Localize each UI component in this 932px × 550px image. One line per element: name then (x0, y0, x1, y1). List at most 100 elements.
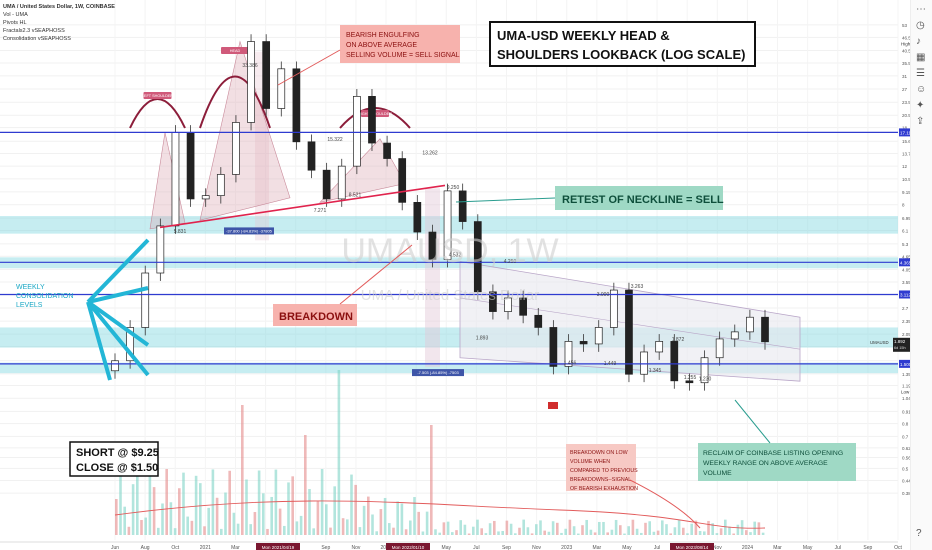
consolidation-arrow (86, 300, 150, 347)
x-tick-label: 2021 (200, 545, 211, 550)
price-label: 1.872 (672, 337, 685, 343)
neckline (159, 184, 446, 229)
y-tick-label: 15.6 (902, 139, 911, 144)
volume-bar (241, 405, 244, 535)
candle (322, 169, 331, 200)
candle (247, 41, 255, 123)
volume-bar (451, 532, 454, 535)
volume-bar (635, 528, 639, 535)
consolidation-zone (0, 362, 898, 374)
volume-bar (270, 496, 273, 535)
candle (609, 289, 618, 328)
volume-bar (535, 524, 538, 535)
hs-label-bg (221, 47, 249, 54)
volume-bar (341, 518, 345, 535)
volume-bar (207, 507, 210, 535)
title-box (489, 21, 756, 67)
share-icon[interactable]: ⇪ (916, 116, 925, 127)
candle (368, 96, 376, 144)
callout-pointer (629, 479, 701, 529)
bulb-icon[interactable]: ✦ (916, 100, 925, 111)
y-tick-label: 18 (902, 126, 908, 131)
volume-bar (686, 533, 689, 535)
indicator-volume[interactable]: Vol - UMA (3, 12, 28, 18)
y-tick-label: 2.05 (902, 332, 911, 337)
grid-icon[interactable]: ▦ (916, 52, 926, 63)
volume-bar (556, 522, 559, 535)
volume-bar (144, 517, 147, 535)
y-tick-label: 53 (902, 23, 908, 28)
volume-bar (438, 532, 441, 535)
level-tag: 3.112 (900, 292, 911, 297)
volume-bar (123, 506, 126, 535)
price-label: 1.456 (564, 361, 577, 367)
x-tick-label: Mar (231, 545, 240, 550)
volume-bar (400, 503, 404, 535)
list-icon[interactable]: ☰ (916, 68, 925, 79)
volume-bar (199, 483, 202, 535)
volume-bar (446, 521, 450, 535)
volume-bar (115, 499, 118, 535)
price-label: 1.230 (699, 377, 712, 383)
candle (337, 165, 346, 200)
volume-bar (371, 514, 374, 535)
candle (746, 316, 754, 333)
low-volume-text: BREAKDOWNS--SIGNAL (570, 477, 631, 483)
price-label: 5.831 (174, 229, 187, 235)
watermark-symbol: UMAUSD, 1W (341, 232, 558, 270)
volume-bar (577, 533, 580, 535)
candle (111, 360, 119, 372)
user-icon[interactable]: ☺ (916, 84, 927, 95)
y-tick-label: 5.3 (902, 242, 909, 247)
candle (458, 190, 467, 222)
volume-bar (421, 531, 425, 535)
indicator-pivots[interactable]: Pivots HL (3, 20, 27, 26)
x-tick-label: May (803, 545, 813, 550)
y-tick-label: 0.8 (902, 422, 909, 427)
bell-icon[interactable]: ♪ (916, 36, 921, 47)
volume-bar (761, 532, 765, 535)
volume-bar (291, 476, 294, 535)
indicator-fractals[interactable]: Fractals2.3 vSEAPHOSS (3, 28, 65, 34)
trade-box (69, 441, 159, 477)
x-tick-label: Jul (835, 545, 841, 550)
date-tag-bg (256, 543, 300, 550)
volume-bar (459, 520, 462, 535)
y-tick-label: 0.91 (902, 409, 911, 414)
volume-bar (409, 520, 412, 535)
candle (534, 314, 543, 328)
volume-bar (131, 484, 135, 535)
candle (171, 132, 180, 227)
volume-ma (114, 500, 766, 529)
candle (564, 341, 573, 367)
x-tick-label: Sep (321, 545, 330, 550)
volume-bar (690, 523, 693, 535)
volume-bar (245, 479, 248, 535)
y-tick-label: 0.7 (902, 434, 909, 439)
measure-bg (412, 369, 464, 377)
candle (126, 327, 134, 362)
consolidation-arrow (86, 238, 150, 304)
volume-bar (354, 484, 357, 535)
date-tag-bg (386, 543, 430, 550)
indicator-consolidation[interactable]: Consolidation vSEAPHOSS (3, 36, 71, 42)
callout-text: BEARISH ENGULFING (346, 32, 420, 39)
volume-bar (358, 527, 362, 535)
date-tag: Mon 2023/08/14 (676, 545, 709, 550)
candle (594, 327, 603, 345)
volume-bar (757, 522, 761, 535)
question-icon[interactable]: ? (916, 528, 922, 539)
ellipsis-icon[interactable]: ⋯ (916, 4, 926, 15)
reclaim-text: RECLAIM OF COINBASE LISTING OPENING (703, 450, 843, 457)
volume-bar (148, 473, 152, 535)
volume-bar (182, 472, 185, 535)
volume-bar (362, 505, 366, 535)
candle (428, 231, 437, 260)
y-tick-label: 1.35 (902, 372, 911, 377)
volume-bar (379, 509, 383, 535)
volume-bar (728, 526, 731, 535)
clock-icon[interactable]: ◷ (916, 20, 925, 31)
volume-bar (682, 527, 685, 535)
x-tick-label: Oct (894, 545, 902, 550)
